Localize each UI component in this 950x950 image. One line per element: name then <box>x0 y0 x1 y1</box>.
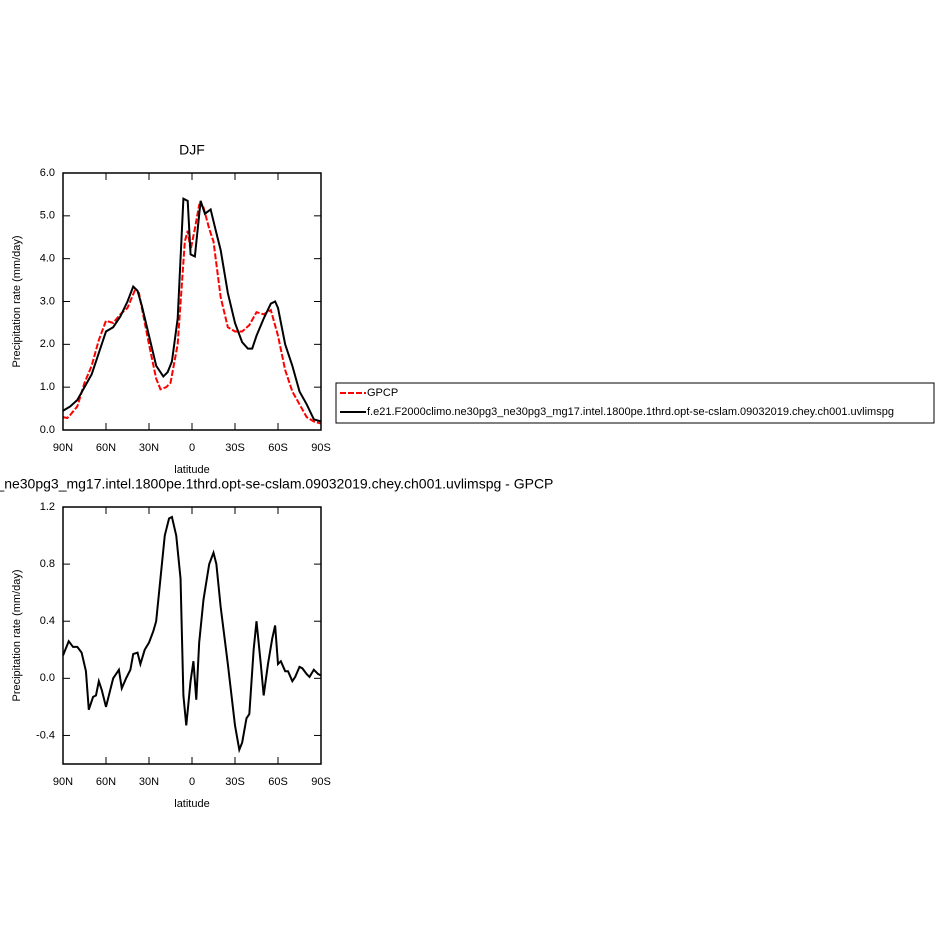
x-tick-label: 30N <box>139 442 159 454</box>
y-tick-label: 0.4 <box>40 615 55 627</box>
x-tick-label: 60N <box>96 776 116 788</box>
x-tick-label: 90S <box>311 776 331 788</box>
x-tick-label: 60S <box>268 442 288 454</box>
y-tick-label: 0.8 <box>40 558 55 570</box>
plot-frame <box>62 172 322 431</box>
legend-label: f.e21.F2000climo.ne30pg3_ne30pg3_mg17.in… <box>367 406 894 418</box>
y-tick-label: 4.0 <box>40 253 55 265</box>
y-tick-label: 2.0 <box>40 338 55 350</box>
y-tick-label: 0.0 <box>40 672 55 684</box>
x-tick-label: 90S <box>311 442 331 454</box>
data-line <box>62 197 322 423</box>
legend-label: GPCP <box>367 387 398 399</box>
y-tick-label: 1.2 <box>40 501 55 513</box>
y-tick-label: 0.0 <box>40 424 55 436</box>
legend-box <box>335 382 935 424</box>
plot-frame <box>62 506 322 765</box>
x-tick-label: 30S <box>225 776 245 788</box>
x-tick-label: 30N <box>139 776 159 788</box>
y-axis-label: Precipitation rate (mm/day) <box>11 569 23 701</box>
y-tick-label: 3.0 <box>40 295 55 307</box>
y-tick-label: 5.0 <box>40 210 55 222</box>
x-tick-label: 60N <box>96 442 116 454</box>
data-line <box>62 515 322 754</box>
x-tick-label: 90N <box>53 776 73 788</box>
y-tick-label: -0.4 <box>36 729 55 741</box>
x-tick-label: 90N <box>53 442 73 454</box>
x-tick-label: 0 <box>189 776 195 788</box>
x-tick-label: 30S <box>225 442 245 454</box>
x-tick-label: 0 <box>189 442 195 454</box>
x-tick-label: 60S <box>268 776 288 788</box>
data-line <box>62 203 322 425</box>
chart-title: f.e21.F2000climo.ne30pg3_ne30pg3_mg17.in… <box>0 476 553 492</box>
chart-title: DJF <box>179 142 205 158</box>
y-axis-label: Precipitation rate (mm/day) <box>11 235 23 367</box>
y-tick-label: 1.0 <box>40 381 55 393</box>
x-axis-label: latitude <box>174 798 209 810</box>
y-tick-label: 6.0 <box>40 167 55 179</box>
x-axis-label: latitude <box>174 464 209 476</box>
